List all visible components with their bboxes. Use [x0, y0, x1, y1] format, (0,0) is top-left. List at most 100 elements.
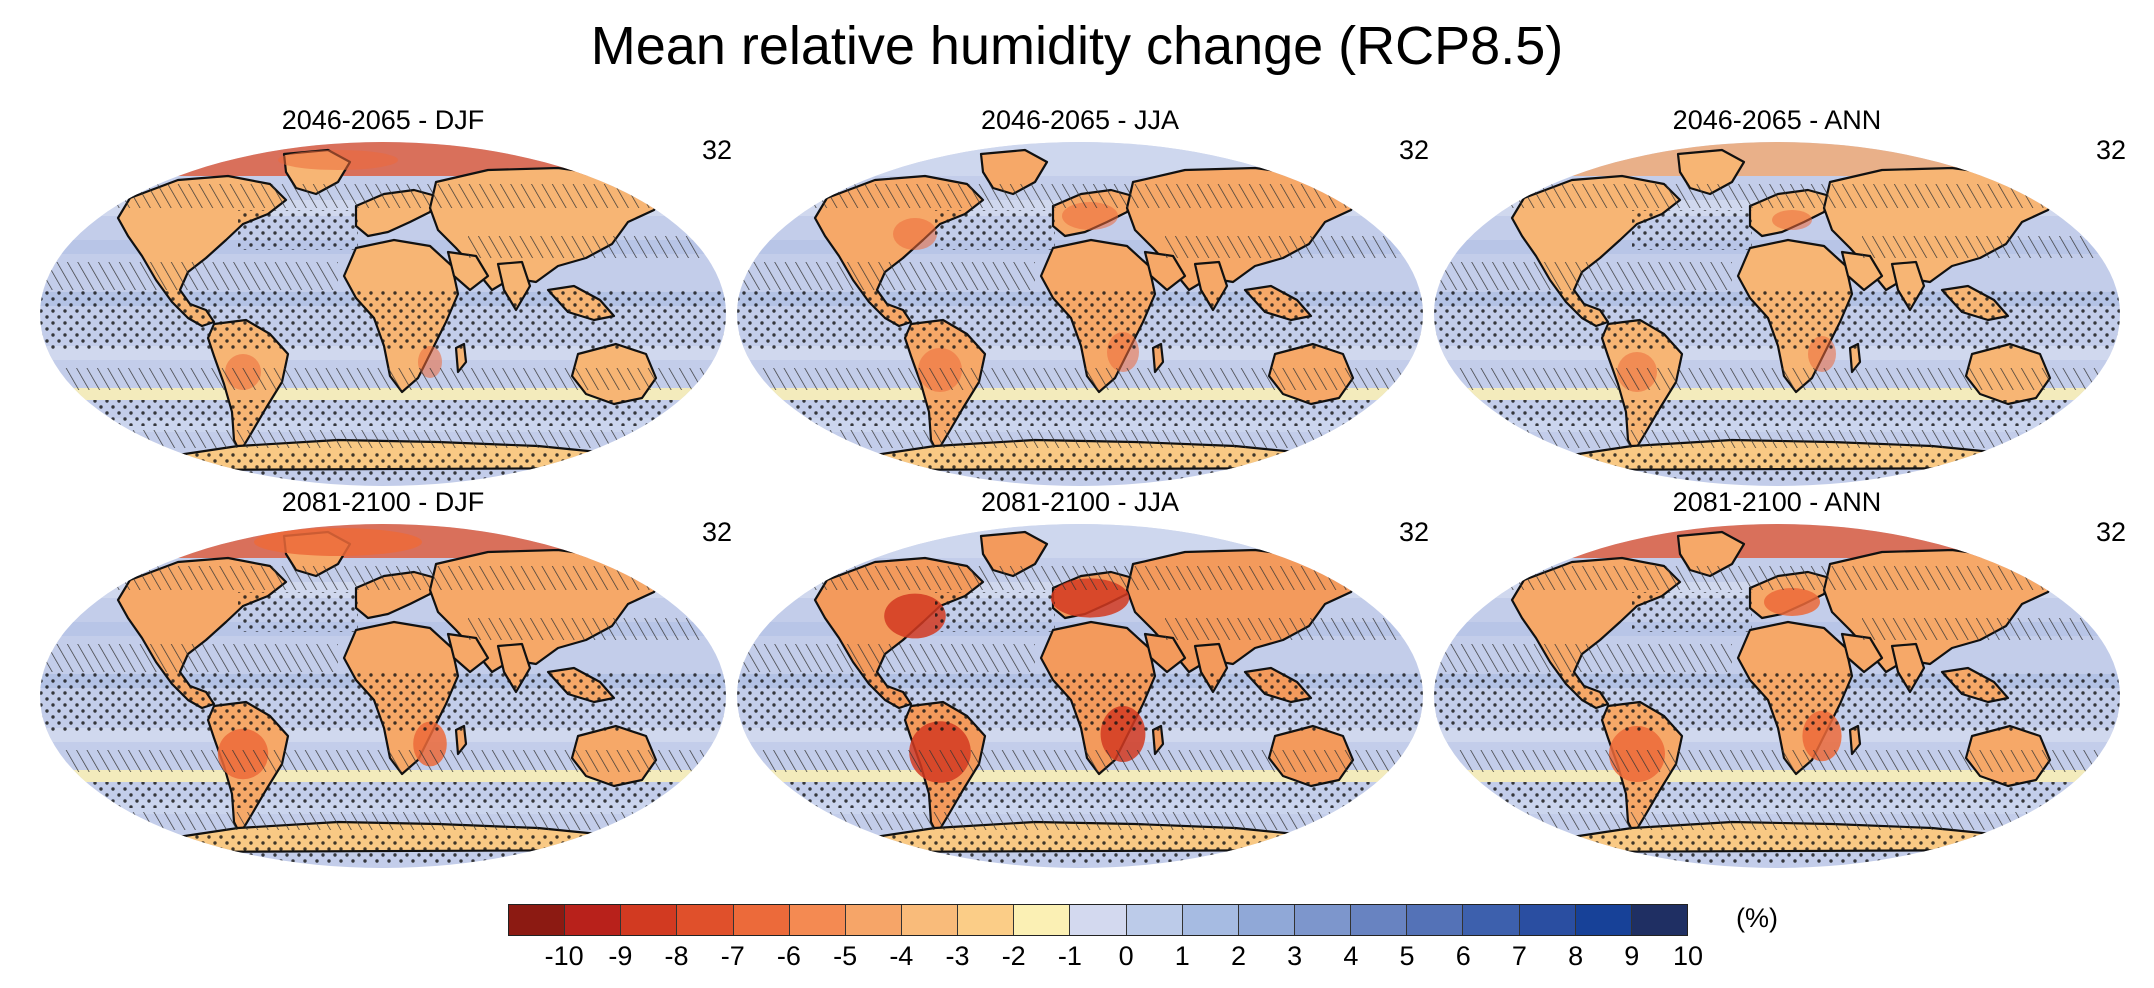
colorbar-tick-label: 2	[1230, 941, 1246, 971]
stipple-overlay	[1434, 782, 2120, 808]
hatching-overlay	[468, 618, 726, 640]
map-panel: 2081-2100 - ANN 32	[1432, 486, 2126, 871]
panel-title: 2046-2065 - ANN	[1672, 105, 1882, 135]
stipple-overlay	[238, 592, 358, 632]
colorbar-swatch	[733, 905, 790, 935]
colorbar-tick-label: -10	[544, 941, 584, 971]
colorbar-swatches	[508, 904, 1688, 936]
colorbar-swatch	[1294, 905, 1352, 935]
hatching-overlay	[737, 812, 1423, 830]
colorbar-swatch	[901, 905, 959, 935]
hatching-overlay	[40, 644, 338, 672]
colorbar-tick-label: 9	[1624, 941, 1640, 971]
world-map	[737, 142, 1423, 486]
colorbar-tick-label: -3	[945, 941, 970, 971]
colorbar-swatch	[1351, 905, 1408, 935]
world-map	[1434, 524, 2120, 868]
hatching-overlay	[1434, 262, 1732, 290]
hatching-overlay	[737, 566, 1423, 590]
colorbar-swatch	[1463, 905, 1520, 935]
hatching-overlay	[40, 430, 726, 448]
map-panel: 2081-2100 - JJA 32	[735, 486, 1429, 871]
hatching-overlay	[40, 184, 726, 208]
stipple-overlay	[737, 290, 1423, 350]
ocean-band	[737, 388, 1423, 400]
hatching-overlay	[737, 644, 1035, 672]
drying-hotspot	[1764, 588, 1820, 616]
stipple-overlay	[40, 452, 726, 482]
colorbar-swatch	[1575, 905, 1632, 935]
panel-title: 2081-2100 - JJA	[980, 487, 1180, 517]
hatching-overlay	[40, 262, 338, 290]
colorbar-swatch	[677, 905, 734, 935]
stipple-overlay	[1434, 400, 2120, 426]
stipple-overlay	[40, 290, 726, 350]
hatching-overlay	[1434, 644, 1732, 672]
colorbar-tick-label: 7	[1511, 941, 1527, 971]
drying-hotspot	[884, 593, 946, 639]
colorbar: -10 -9 -8 -7 -6 -5 -4 -3 -2 -1 0 1 2 3 4 5 6 7 8 9 10 (%)	[508, 903, 1778, 988]
hatching-overlay	[1434, 184, 2120, 208]
hatching-overlay	[1165, 236, 1423, 258]
arctic-field	[1434, 524, 2120, 558]
hatching-overlay	[1862, 236, 2120, 258]
hatching-overlay	[40, 812, 726, 830]
hatching-overlay	[1434, 750, 2120, 772]
map-panel: 2081-2100 - DJF 32	[38, 486, 732, 871]
hatching-overlay	[468, 236, 726, 258]
hatching-overlay	[737, 262, 1035, 290]
hatching-overlay	[737, 750, 1423, 772]
map-panel: 2046-2065 - DJF 32	[38, 104, 732, 489]
stipple-overlay	[1434, 672, 2120, 732]
drying-hotspot	[1772, 210, 1812, 230]
colorbar-swatch	[845, 905, 902, 935]
hatching-overlay	[1165, 618, 1423, 640]
colorbar-tick-label: -7	[720, 941, 745, 971]
colorbar-swatch	[1519, 905, 1576, 935]
arctic-field	[737, 524, 1423, 558]
hatching-overlay	[40, 750, 726, 772]
arctic-field	[737, 142, 1423, 176]
colorbar-tick-label: -8	[664, 941, 689, 971]
ocean-band	[1434, 770, 2120, 782]
ocean-band	[40, 770, 726, 782]
model-count: 32	[1398, 517, 1429, 547]
hatching-overlay	[737, 430, 1423, 448]
stipple-overlay	[40, 834, 726, 864]
colorbar-tick-label: 3	[1287, 941, 1303, 971]
stipple-overlay	[40, 400, 726, 426]
colorbar-swatch	[1631, 905, 1687, 935]
stipple-overlay	[1434, 290, 2120, 350]
hatching-overlay	[1434, 566, 2120, 590]
colorbar-swatch	[789, 905, 846, 935]
colorbar-tick-label: 1	[1174, 941, 1190, 971]
colorbar-swatch	[1070, 905, 1127, 935]
colorbar-tick-label: 6	[1455, 941, 1471, 971]
stipple-overlay	[737, 782, 1423, 808]
colorbar-swatch	[565, 905, 622, 935]
colorbar-tick-label: 10	[1672, 941, 1704, 971]
colorbar-tick-label: 8	[1568, 941, 1584, 971]
colorbar-swatch	[1182, 905, 1239, 935]
colorbar-tick-label: 4	[1343, 941, 1359, 971]
panel-title: 2081-2100 - DJF	[281, 487, 485, 517]
hatching-overlay	[40, 566, 726, 590]
stipple-overlay	[935, 210, 1055, 250]
stipple-overlay	[238, 210, 358, 250]
hatching-overlay	[737, 184, 1423, 208]
stipple-overlay	[40, 672, 726, 732]
world-map	[40, 524, 726, 868]
colorbar-swatch	[509, 905, 566, 935]
stipple-overlay	[737, 452, 1423, 482]
colorbar-unit: (%)	[1736, 903, 1778, 933]
drying-hotspot	[1062, 202, 1118, 230]
hatching-overlay	[1434, 368, 2120, 390]
stipple-overlay	[1434, 452, 2120, 482]
colorbar-swatch	[621, 905, 678, 935]
map-panel: 2046-2065 - JJA 32	[735, 104, 1429, 489]
hatching-overlay	[1434, 812, 2120, 830]
panel-title: 2081-2100 - ANN	[1672, 487, 1882, 517]
stipple-overlay	[737, 672, 1423, 732]
drying-hotspot	[893, 218, 937, 250]
stipple-overlay	[1434, 834, 2120, 864]
